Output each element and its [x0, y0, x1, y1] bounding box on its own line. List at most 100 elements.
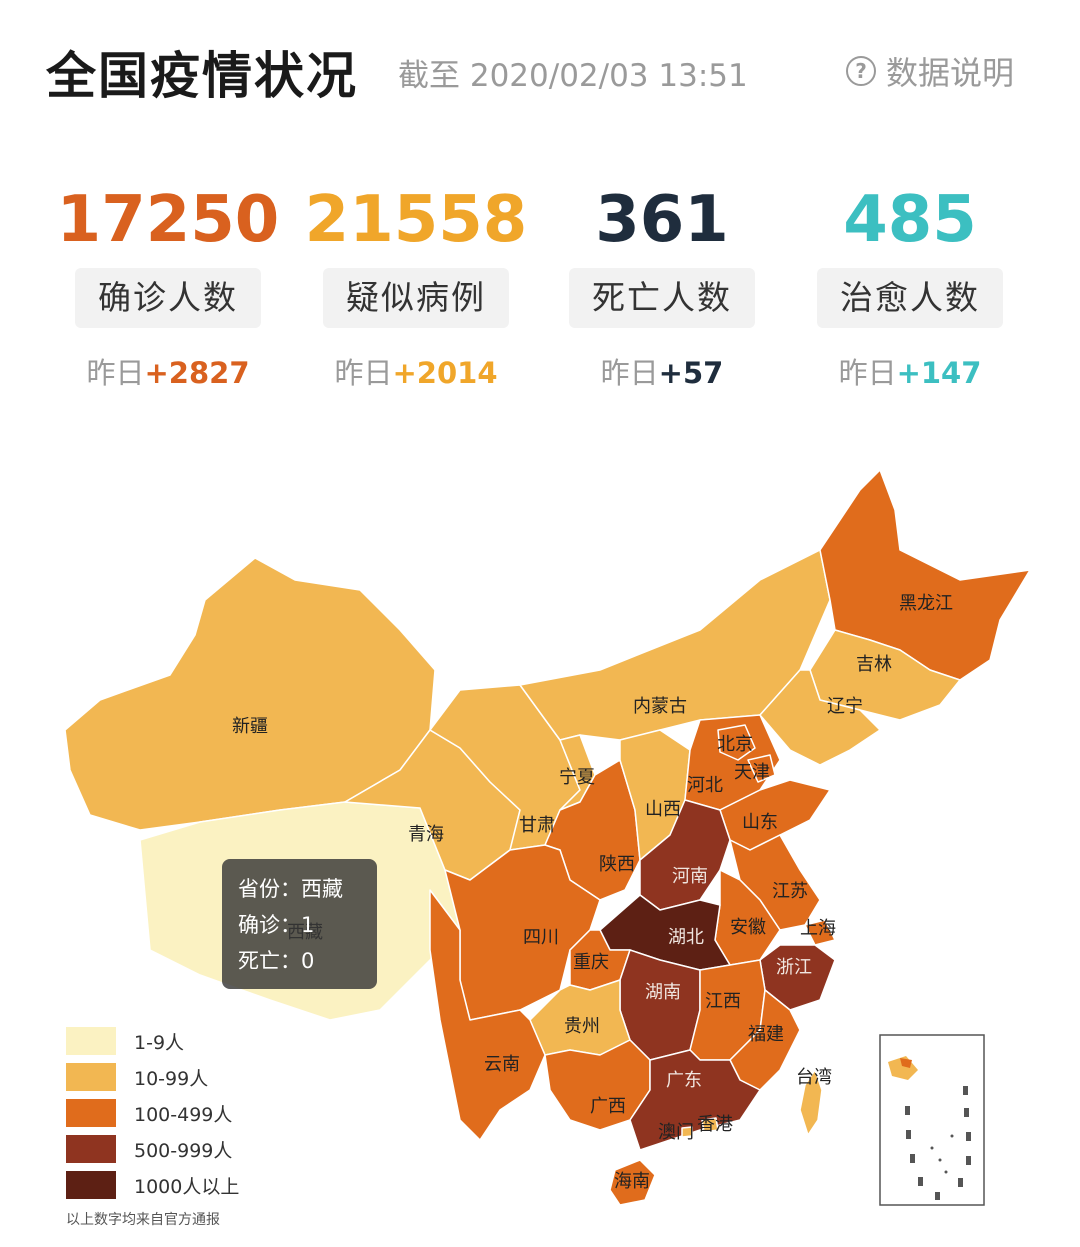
legend-swatch [66, 1171, 116, 1199]
province-澳门[interactable] [681, 1126, 693, 1138]
legend-swatch [66, 1063, 116, 1091]
province-label: 福建 [748, 1024, 784, 1045]
tooltip-value: 1 [301, 913, 315, 937]
header: 全国疫情状况 截至 2020/02/03 13:51 ? 数据说明 [0, 0, 1080, 130]
data-explanation-label: 数据说明 [886, 54, 1015, 92]
stat-confirmed-delta: 昨日+2827 [48, 350, 288, 392]
legend-label: 10-99人 [134, 1067, 209, 1090]
as-of-timestamp: 截至 2020/02/03 13:51 [398, 58, 748, 94]
stat-recovered-delta: 昨日+147 [790, 350, 1030, 392]
province-label: 湖南 [645, 982, 681, 1003]
legend-swatch [66, 1135, 116, 1163]
province-label: 台湾 [796, 1067, 832, 1088]
legend-item: 500-999人 [66, 1131, 239, 1167]
province-label: 新疆 [232, 716, 268, 737]
province-天津[interactable] [747, 754, 776, 783]
delta-value: +2014 [392, 356, 498, 390]
province-上海[interactable] [804, 919, 836, 946]
tooltip-label: 确诊： [238, 913, 301, 937]
stat-confirmed: 17250 确诊人数 昨日+2827 [48, 180, 288, 392]
map-tooltip: 省份：西藏 确诊：1 死亡：0 [222, 859, 377, 989]
delta-value: +57 [658, 356, 724, 390]
legend-item: 10-99人 [66, 1059, 239, 1095]
province-广东[interactable] [629, 1049, 761, 1151]
delta-prefix: 昨日 [86, 356, 145, 390]
stat-confirmed-label: 确诊人数 [75, 268, 261, 328]
province-陕西[interactable] [544, 759, 641, 901]
province-北京[interactable] [717, 724, 756, 761]
province-label: 山东 [742, 812, 778, 833]
delta-prefix: 昨日 [838, 356, 897, 390]
legend-label: 500-999人 [134, 1139, 233, 1162]
page-title: 全国疫情状况 [46, 47, 358, 105]
province-label: 天津 [734, 762, 770, 783]
stat-deaths-delta: 昨日+57 [542, 350, 782, 392]
province-label: 香港 [697, 1114, 733, 1135]
south-china-sea-inset [879, 1034, 985, 1206]
province-label: 浙江 [776, 957, 812, 978]
tooltip-value: 西藏 [301, 877, 343, 901]
tooltip-confirmed: 确诊：1 [238, 907, 361, 943]
stat-recovered: 485 治愈人数 昨日+147 [790, 180, 1030, 392]
stat-deaths-value: 361 [595, 183, 729, 257]
province-label: 山西 [645, 799, 681, 820]
province-label: 江西 [705, 991, 741, 1012]
delta-value: +2827 [144, 356, 250, 390]
tooltip-label: 省份： [238, 877, 301, 901]
province-辽宁[interactable] [759, 669, 881, 766]
legend-label: 1000人以上 [134, 1175, 240, 1198]
province-label: 安徽 [730, 917, 766, 938]
stat-recovered-value: 485 [843, 183, 977, 257]
delta-prefix: 昨日 [600, 356, 659, 390]
stat-deaths: 361 死亡人数 昨日+57 [542, 180, 782, 392]
question-circle-icon: ? [846, 56, 876, 86]
source-note: 以上数字均来自官方通报 [66, 1212, 220, 1228]
delta-value: +147 [896, 356, 982, 390]
stat-recovered-label: 治愈人数 [817, 268, 1003, 328]
tooltip-value: 0 [301, 949, 315, 973]
tooltip-death: 死亡：0 [238, 943, 361, 979]
tooltip-province: 省份：西藏 [238, 871, 361, 907]
province-label: 重庆 [573, 952, 609, 973]
legend-item: 100-499人 [66, 1095, 239, 1131]
province-label: 广东 [666, 1070, 702, 1091]
province-label: 贵州 [564, 1016, 600, 1037]
legend-item: 1000人以上 [66, 1167, 239, 1203]
province-label: 湖北 [668, 927, 704, 948]
stat-confirmed-value: 17250 [56, 183, 280, 257]
legend-item: 1-9人 [66, 1023, 239, 1059]
data-explanation-button[interactable]: ? 数据说明 [846, 48, 1014, 94]
province-label: 宁夏 [559, 767, 595, 788]
province-label: 内蒙古 [633, 696, 687, 717]
province-香港[interactable] [701, 1117, 719, 1133]
stat-suspected-value: 21558 [304, 183, 528, 257]
tooltip-label: 死亡： [238, 949, 301, 973]
province-海南[interactable] [609, 1159, 656, 1206]
province-label: 海南 [614, 1171, 650, 1192]
province-台湾[interactable] [799, 1069, 823, 1136]
stat-suspected-label: 疑似病例 [323, 268, 509, 328]
stat-deaths-label: 死亡人数 [569, 268, 755, 328]
province-label: 澳门 [658, 1122, 694, 1143]
province-云南[interactable] [429, 889, 546, 1141]
province-label: 云南 [484, 1054, 520, 1075]
province-label: 北京 [717, 734, 753, 755]
province-label: 江苏 [772, 881, 808, 902]
province-label: 河北 [687, 775, 723, 796]
stats-panel: 17250 确诊人数 昨日+2827 21558 疑似病例 昨日+2014 36… [0, 180, 1080, 400]
province-label: 吉林 [856, 654, 892, 675]
province-label: 青海 [408, 824, 444, 845]
province-label: 甘肃 [519, 815, 555, 836]
province-label: 上海 [800, 918, 836, 939]
stat-suspected: 21558 疑似病例 昨日+2014 [296, 180, 536, 392]
legend-label: 100-499人 [134, 1103, 233, 1126]
stat-suspected-delta: 昨日+2014 [296, 350, 536, 392]
province-label: 黑龙江 [899, 593, 953, 614]
legend-swatch [66, 1099, 116, 1127]
delta-prefix: 昨日 [334, 356, 393, 390]
province-label: 陕西 [599, 854, 635, 875]
legend-label: 1-9人 [134, 1031, 185, 1054]
map-legend: 1-9人 10-99人 100-499人 500-999人 1000人以上 [66, 1023, 239, 1203]
